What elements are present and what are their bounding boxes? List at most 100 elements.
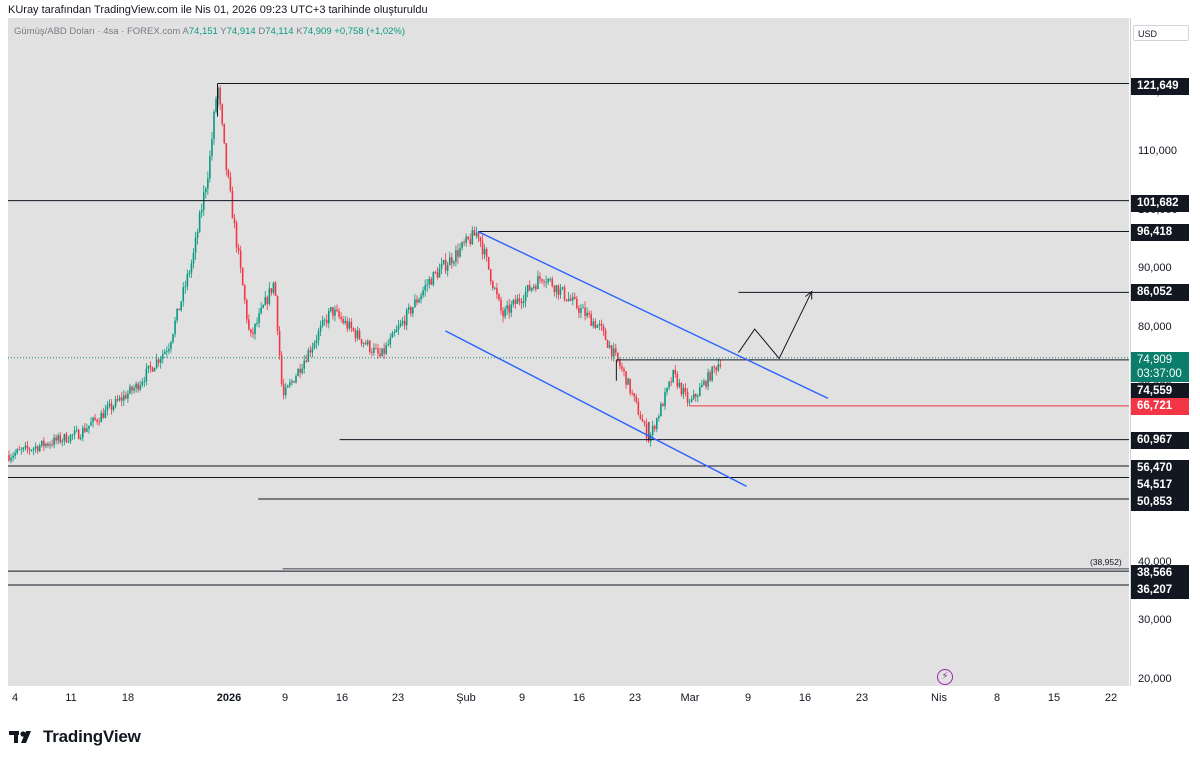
candle-body [276, 295, 279, 332]
candle-body [315, 340, 318, 344]
candle-body [342, 319, 344, 324]
candle-body [500, 299, 502, 311]
candle-body [153, 368, 156, 372]
lightning-icon[interactable]: ⚡ [937, 669, 953, 685]
candle-body [373, 347, 375, 353]
candle-body [598, 323, 601, 326]
candle-body [574, 297, 576, 299]
candle-body [705, 381, 707, 387]
candle-body [510, 304, 513, 313]
price-level-label: 96,418 [1131, 223, 1189, 241]
candle-body [678, 382, 681, 387]
candle-body [344, 320, 346, 324]
candle-body [295, 375, 297, 383]
price-level-value: 101,682 [1137, 197, 1179, 209]
candle-body [30, 450, 33, 451]
candle-body [71, 434, 74, 436]
time-tick: 8 [993, 692, 1001, 704]
candle-body [451, 257, 453, 264]
candle-body [717, 364, 720, 371]
candle-body [274, 282, 277, 296]
candle-body [428, 278, 431, 285]
price-tick: 90,000 [1138, 262, 1172, 275]
candle-body [649, 434, 652, 442]
candle-body [198, 212, 201, 233]
candle-body [338, 310, 340, 317]
candle-body [518, 298, 521, 302]
candle-body [270, 288, 273, 293]
price-tick: 40,000 [1138, 555, 1172, 568]
candle-body [291, 381, 293, 383]
candle-body [444, 260, 447, 271]
candle-body [332, 307, 334, 316]
candle-body [407, 307, 410, 310]
time-tick: 22 [1104, 692, 1118, 704]
candle-body [448, 257, 451, 266]
close-label: K [296, 26, 303, 37]
candle-body [348, 321, 351, 329]
chart-plot-area[interactable] [8, 18, 1129, 686]
candle-body [565, 299, 568, 301]
candle-body [43, 440, 45, 447]
candle-body [69, 434, 72, 442]
candle-body [250, 329, 252, 333]
bar-countdown: 03:37:00 [1137, 368, 1182, 380]
candle-body [567, 298, 570, 301]
candle-body [625, 371, 627, 385]
price-level-value: 74,559 [1137, 385, 1173, 397]
candle-body [192, 252, 195, 264]
candle-body [317, 331, 320, 341]
time-axis[interactable] [0, 688, 1130, 708]
candle-body [26, 445, 29, 449]
candle-body [697, 395, 699, 397]
candle-body [375, 347, 377, 349]
currency-selector[interactable]: USD [1133, 25, 1189, 41]
candle-body [340, 316, 342, 320]
candle-body [477, 232, 480, 238]
time-tick: 16 [335, 692, 349, 704]
candle-body [713, 366, 715, 368]
candle-body [430, 278, 433, 285]
time-tick: 16 [798, 692, 812, 704]
candle-body [666, 387, 668, 393]
candle-body [442, 260, 445, 264]
candle-body [364, 342, 367, 345]
candle-body [211, 139, 213, 157]
symbol-legend[interactable]: Gümüş/ABD Doları · 4sa · FOREX.com A74,1… [14, 26, 405, 37]
candle-body [186, 274, 189, 287]
candle-body [608, 345, 611, 348]
candle-body [225, 143, 228, 170]
candle-body [420, 295, 422, 300]
candle-body [612, 348, 615, 357]
candle-body [405, 309, 408, 326]
candle-body [354, 330, 357, 339]
candle-body [694, 394, 697, 397]
candle-body [61, 440, 64, 443]
candle-body [676, 374, 679, 387]
candle-body [151, 367, 154, 372]
candle-body [229, 177, 232, 192]
candle-body [426, 284, 428, 286]
price-chart[interactable] [8, 18, 1129, 686]
candle-body [96, 419, 98, 422]
candle-body [543, 281, 545, 283]
projection-path [738, 291, 813, 360]
candle-body [643, 421, 646, 424]
candle-body [241, 267, 244, 286]
price-level-label: 101,682 [1131, 195, 1189, 212]
candle-body [55, 437, 57, 441]
candle-body [487, 256, 490, 270]
candle-body [606, 340, 609, 348]
price-level-value: 38,566 [1137, 567, 1173, 579]
candle-body [328, 311, 330, 324]
candle-body [424, 285, 426, 291]
candle-body [135, 383, 137, 389]
candle-body [307, 350, 310, 362]
candle-body [627, 378, 629, 385]
candle-body [524, 292, 527, 302]
symbol-name[interactable]: Gümüş/ABD Doları · 4sa · FOREX.com [14, 26, 181, 37]
candle-body [213, 111, 215, 140]
price-level-value: 86,052 [1137, 286, 1173, 299]
candle-body [92, 417, 94, 423]
candle-body [293, 381, 295, 383]
